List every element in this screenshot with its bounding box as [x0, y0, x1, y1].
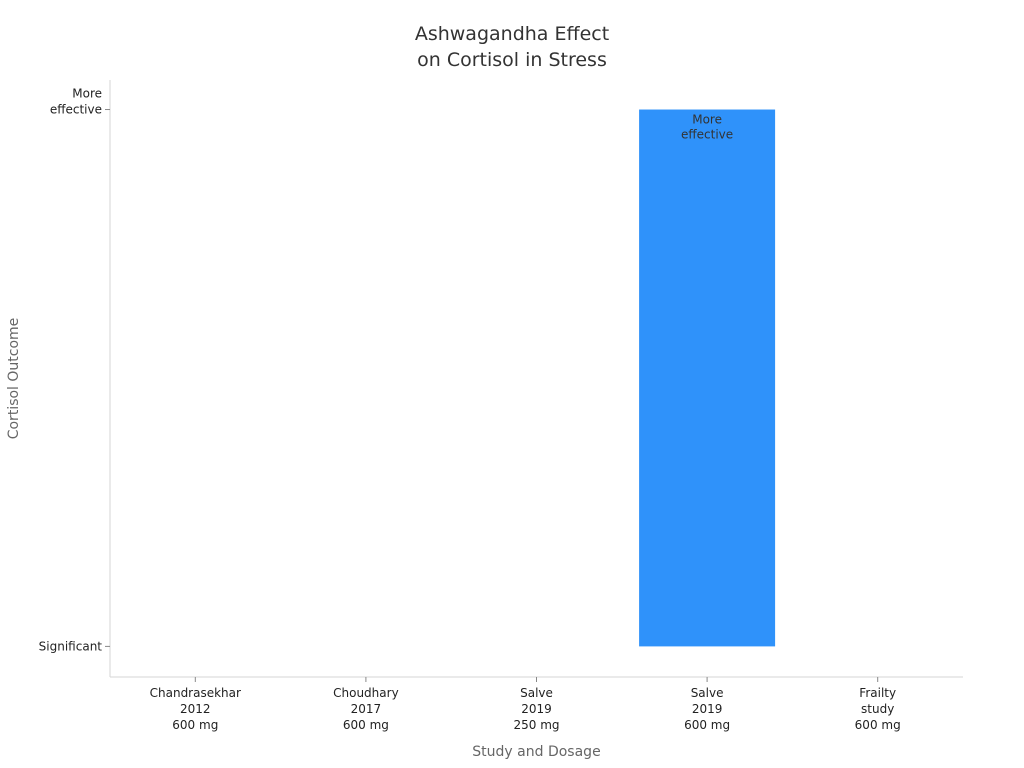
x-tick-label: 2012 — [180, 702, 211, 716]
x-tick-label: 2017 — [351, 702, 382, 716]
x-tick-label: 2019 — [692, 702, 723, 716]
x-tick-label: Chandrasekhar — [150, 686, 241, 700]
x-tick-label: Choudhary — [333, 686, 399, 700]
x-tick-label: Salve — [520, 686, 553, 700]
y-tick-label: effective — [50, 103, 102, 117]
x-tick-label: 600 mg — [172, 718, 218, 732]
x-axis-ticks: Chandrasekhar 2012 600 mg Choudhary 2017 600 … — [150, 677, 901, 732]
y-tick-label: Significant — [39, 639, 103, 653]
x-tick-label: 600 mg — [684, 718, 730, 732]
x-axis-label: Study and Dosage — [472, 744, 600, 760]
y-tick-label: More — [72, 87, 102, 101]
chart-title-line: on Cortisol in Stress — [417, 49, 607, 71]
bar-data-label: effective — [681, 128, 733, 142]
bars — [639, 109, 776, 647]
bar-salve-2019-600 — [639, 109, 776, 647]
chart-title-line: Ashwagandha Effect — [415, 23, 609, 45]
x-tick-label: study — [861, 702, 894, 716]
x-tick-label: 250 mg — [513, 718, 559, 732]
x-tick-label: 2019 — [521, 702, 552, 716]
y-axis-label: Cortisol Outcome — [6, 318, 22, 440]
x-tick-label: 600 mg — [855, 718, 901, 732]
chart-title: Ashwagandha Effect on Cortisol in Stress — [415, 23, 609, 71]
x-tick-label: Salve — [691, 686, 724, 700]
x-tick-label: 600 mg — [343, 718, 389, 732]
bar-data-label: More — [692, 113, 722, 127]
x-tick-label: Frailty — [859, 686, 896, 700]
y-axis-ticks: Significant More effective — [39, 87, 110, 653]
